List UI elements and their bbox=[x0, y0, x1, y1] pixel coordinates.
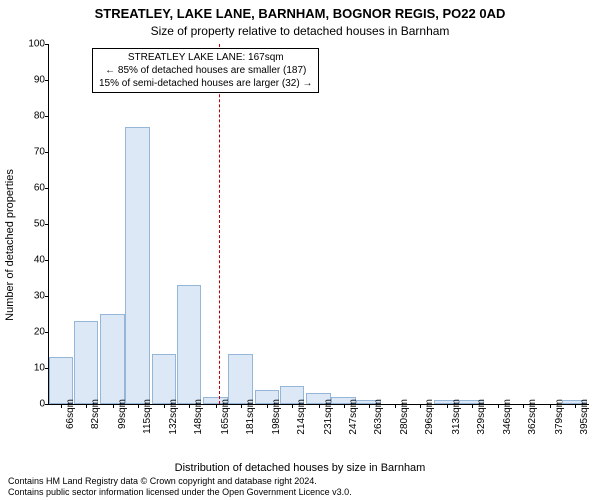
x-tick-label: 313sqm bbox=[451, 399, 462, 435]
y-tick-mark bbox=[45, 260, 49, 261]
histogram-bar bbox=[49, 357, 74, 404]
histogram-bar bbox=[228, 354, 253, 404]
x-tick-mark bbox=[523, 404, 524, 408]
x-tick-mark bbox=[61, 404, 62, 408]
y-tick-label: 100 bbox=[5, 39, 45, 50]
histogram-bar bbox=[177, 285, 202, 404]
y-tick-label: 0 bbox=[5, 399, 45, 410]
x-tick-mark bbox=[319, 404, 320, 408]
x-tick-mark bbox=[344, 404, 345, 408]
y-tick-mark bbox=[45, 116, 49, 117]
title-sub: Size of property relative to detached ho… bbox=[0, 24, 600, 38]
y-tick-label: 60 bbox=[5, 183, 45, 194]
x-tick-mark bbox=[189, 404, 190, 408]
y-tick-label: 40 bbox=[5, 255, 45, 266]
x-tick-mark bbox=[138, 404, 139, 408]
y-tick-label: 80 bbox=[5, 111, 45, 122]
plot-area: 010203040506070809010066sqm82sqm99sqm115… bbox=[48, 44, 589, 405]
annotation-line: STREATLEY LAKE LANE: 167sqm bbox=[99, 51, 312, 64]
x-tick-mark bbox=[472, 404, 473, 408]
x-tick-label: 280sqm bbox=[399, 399, 410, 435]
x-tick-label: 82sqm bbox=[90, 399, 101, 429]
x-tick-label: 263sqm bbox=[373, 399, 384, 435]
y-tick-mark bbox=[45, 80, 49, 81]
x-tick-mark bbox=[113, 404, 114, 408]
footer-line: Contains public sector information licen… bbox=[8, 487, 352, 498]
footer-line: Contains HM Land Registry data © Crown c… bbox=[8, 476, 352, 487]
x-tick-mark bbox=[164, 404, 165, 408]
annotation-box: STREATLEY LAKE LANE: 167sqm ← 85% of det… bbox=[92, 48, 319, 93]
x-tick-label: 99sqm bbox=[117, 399, 128, 429]
x-tick-mark bbox=[395, 404, 396, 408]
y-tick-mark bbox=[45, 332, 49, 333]
x-tick-label: 231sqm bbox=[323, 399, 334, 435]
x-tick-label: 214sqm bbox=[296, 399, 307, 435]
y-tick-label: 20 bbox=[5, 327, 45, 338]
footer: Contains HM Land Registry data © Crown c… bbox=[8, 476, 352, 498]
x-tick-label: 379sqm bbox=[554, 399, 565, 435]
histogram-bar bbox=[152, 354, 177, 404]
x-tick-label: 346sqm bbox=[502, 399, 513, 435]
histogram-bar bbox=[100, 314, 125, 404]
x-tick-label: 362sqm bbox=[527, 399, 538, 435]
x-tick-label: 132sqm bbox=[168, 399, 179, 435]
y-tick-label: 50 bbox=[5, 219, 45, 230]
title-main: STREATLEY, LAKE LANE, BARNHAM, BOGNOR RE… bbox=[0, 6, 600, 21]
x-tick-mark bbox=[267, 404, 268, 408]
y-tick-label: 90 bbox=[5, 75, 45, 86]
x-tick-label: 148sqm bbox=[193, 399, 204, 435]
x-tick-label: 115sqm bbox=[142, 399, 153, 434]
x-tick-mark bbox=[241, 404, 242, 408]
x-tick-mark bbox=[369, 404, 370, 408]
annotation-line: 15% of semi-detached houses are larger (… bbox=[99, 77, 312, 90]
x-tick-label: 198sqm bbox=[271, 399, 282, 435]
y-tick-mark bbox=[45, 152, 49, 153]
histogram-bar bbox=[125, 127, 150, 404]
x-tick-mark bbox=[86, 404, 87, 408]
x-tick-label: 66sqm bbox=[65, 399, 76, 429]
x-tick-mark bbox=[447, 404, 448, 408]
x-tick-label: 296sqm bbox=[424, 399, 435, 435]
y-tick-label: 30 bbox=[5, 291, 45, 302]
annotation-line: ← 85% of detached houses are smaller (18… bbox=[99, 64, 312, 77]
x-tick-label: 181sqm bbox=[245, 399, 256, 435]
reference-line bbox=[219, 44, 220, 404]
y-tick-mark bbox=[45, 224, 49, 225]
chart-container: STREATLEY, LAKE LANE, BARNHAM, BOGNOR RE… bbox=[0, 0, 600, 500]
y-tick-label: 70 bbox=[5, 147, 45, 158]
y-tick-label: 10 bbox=[5, 363, 45, 374]
y-tick-mark bbox=[45, 188, 49, 189]
y-tick-mark bbox=[45, 296, 49, 297]
x-tick-label: 329sqm bbox=[476, 399, 487, 435]
x-tick-label: 247sqm bbox=[348, 399, 359, 435]
x-tick-label: 165sqm bbox=[220, 399, 231, 435]
y-tick-mark bbox=[45, 44, 49, 45]
x-tick-mark bbox=[550, 404, 551, 408]
x-tick-mark bbox=[292, 404, 293, 408]
x-tick-label: 395sqm bbox=[579, 399, 590, 435]
x-tick-mark bbox=[420, 404, 421, 408]
x-tick-mark bbox=[498, 404, 499, 408]
histogram-bar bbox=[74, 321, 99, 404]
x-axis-label: Distribution of detached houses by size … bbox=[0, 462, 600, 474]
y-tick-mark bbox=[45, 404, 49, 405]
x-tick-mark bbox=[575, 404, 576, 408]
x-tick-mark bbox=[216, 404, 217, 408]
